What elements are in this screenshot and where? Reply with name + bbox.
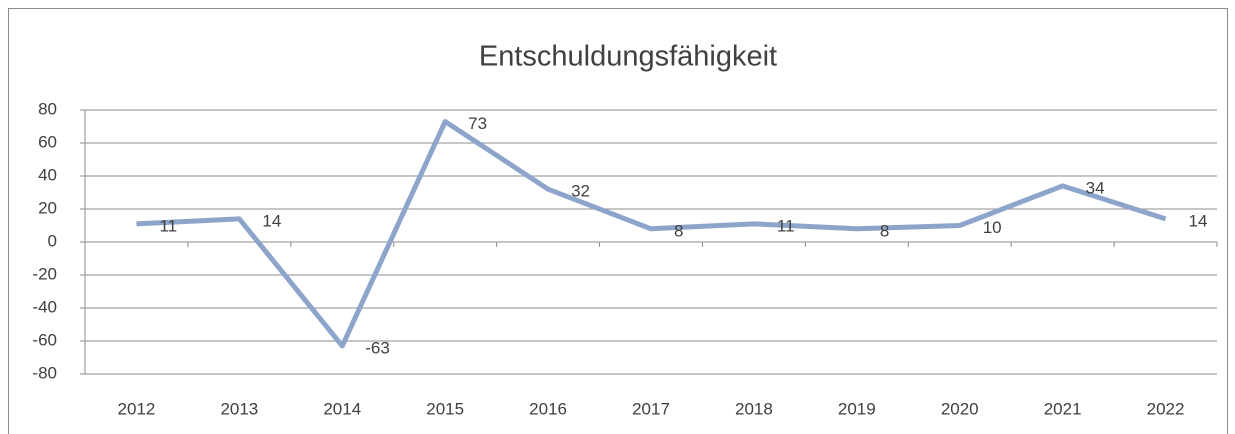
data-label: 34 (1086, 178, 1105, 197)
x-tick-label: 2016 (529, 399, 567, 418)
chart-title: Entschuldungsfähigkeit (479, 41, 777, 73)
y-tick-label: 60 (38, 132, 57, 151)
x-tick-label: 2014 (323, 399, 361, 418)
y-tick-label: 0 (48, 231, 57, 250)
x-tick-label: 2021 (1044, 399, 1082, 418)
data-label: 11 (159, 216, 177, 235)
x-tick-label: 2018 (735, 399, 773, 418)
x-tick-label: 2012 (118, 399, 156, 418)
x-tick-label: 2020 (941, 399, 979, 418)
line-series (136, 119, 1167, 349)
x-tick-label: 2013 (220, 399, 258, 418)
y-tick-label: -20 (32, 264, 57, 283)
data-label: 14 (262, 211, 281, 230)
data-label: -63 (365, 338, 390, 357)
x-tick-label: 2015 (426, 399, 464, 418)
y-tick-label: 80 (38, 99, 57, 118)
y-tick-label: -80 (32, 363, 57, 382)
y-tick-label: -60 (32, 330, 57, 349)
data-label: 8 (880, 221, 889, 240)
y-tick-label: -40 (32, 297, 57, 316)
data-label: 10 (983, 218, 1002, 237)
x-tick-label: 2017 (632, 399, 670, 418)
y-tick-label: 20 (38, 198, 57, 217)
x-tick-label: 2022 (1147, 399, 1185, 418)
data-label: 8 (674, 221, 683, 240)
data-label: 14 (1189, 211, 1208, 230)
data-label: 11 (777, 216, 795, 235)
x-tick-label: 2019 (838, 399, 876, 418)
y-tick-label: 40 (38, 165, 57, 184)
data-label: 73 (468, 114, 487, 133)
data-label: 32 (571, 182, 590, 201)
